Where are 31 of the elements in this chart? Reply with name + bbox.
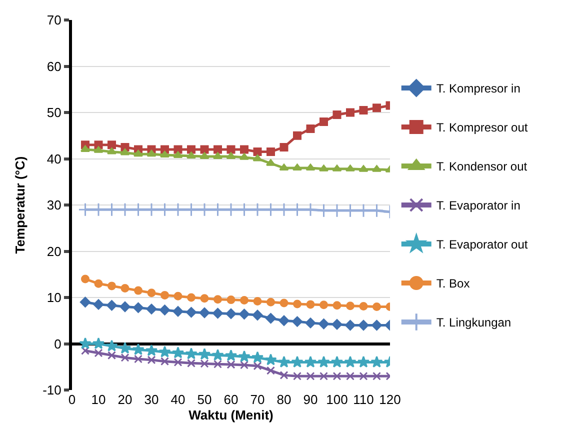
legend-label: T. Box xyxy=(436,276,470,291)
x-tick-label: 60 xyxy=(224,392,238,407)
y-tick-label: 60 xyxy=(46,58,62,74)
y-tick-label: 50 xyxy=(46,105,62,120)
legend-label: T. Kondensor out xyxy=(436,160,528,174)
x-tick-label: 40 xyxy=(170,392,186,407)
y-tick-label: 30 xyxy=(46,198,62,213)
x-axis-title: Waktu (Menit) xyxy=(188,408,274,423)
legend-label: T. Evaporator in xyxy=(436,198,520,213)
x-tick-label: 10 xyxy=(91,392,106,407)
y-tick-label: -10 xyxy=(42,382,62,398)
x-tick-label: 0 xyxy=(68,392,76,407)
x-tick-label: 30 xyxy=(144,392,159,407)
y-tick-label: 10 xyxy=(46,290,62,306)
x-tick-label: 80 xyxy=(276,392,292,407)
x-tick-label: 120 xyxy=(379,392,401,407)
legend-label: T. Evaporator out xyxy=(436,238,528,252)
legend-label: T. Kompresor out xyxy=(436,120,528,135)
x-tick-label: 110 xyxy=(353,392,374,407)
x-tick-label: 20 xyxy=(118,392,132,407)
y-tick-label: 40 xyxy=(46,151,62,166)
legend-label: T. Kompresor in xyxy=(436,82,520,96)
x-tick-label: 90 xyxy=(303,392,318,407)
x-tick-label: 100 xyxy=(326,392,348,407)
legend-label: T. Lingkungan xyxy=(436,316,512,330)
y-tick-label: 0 xyxy=(54,336,62,352)
y-tick-label: 20 xyxy=(46,244,62,259)
x-tick-label: 70 xyxy=(250,392,265,407)
y-axis-title: Temperatur (°C) xyxy=(12,156,28,254)
y-tick-label: 70 xyxy=(46,12,62,28)
x-tick-label: 50 xyxy=(197,392,212,407)
